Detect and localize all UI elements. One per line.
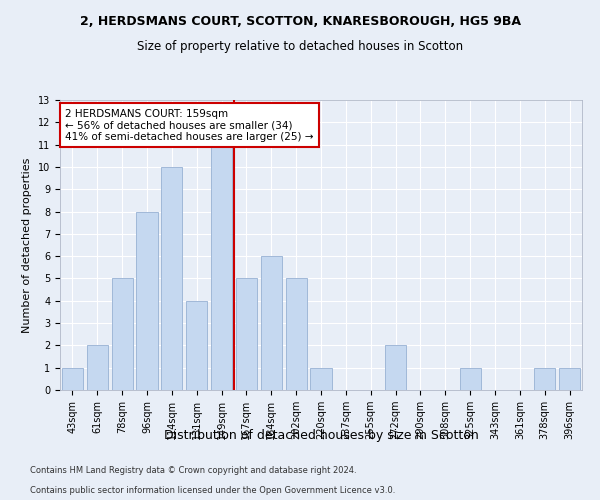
Y-axis label: Number of detached properties: Number of detached properties xyxy=(22,158,32,332)
Text: Distribution of detached houses by size in Scotton: Distribution of detached houses by size … xyxy=(164,428,478,442)
Bar xyxy=(211,144,232,390)
Bar xyxy=(261,256,282,390)
Text: 2 HERDSMANS COURT: 159sqm
← 56% of detached houses are smaller (34)
41% of semi-: 2 HERDSMANS COURT: 159sqm ← 56% of detac… xyxy=(65,108,314,142)
Bar xyxy=(559,368,580,390)
Bar xyxy=(236,278,257,390)
Bar xyxy=(62,368,83,390)
Bar xyxy=(186,301,207,390)
Bar xyxy=(87,346,108,390)
Text: Contains public sector information licensed under the Open Government Licence v3: Contains public sector information licen… xyxy=(30,486,395,495)
Text: 2, HERDSMANS COURT, SCOTTON, KNARESBOROUGH, HG5 9BA: 2, HERDSMANS COURT, SCOTTON, KNARESBOROU… xyxy=(79,15,521,28)
Bar xyxy=(310,368,332,390)
Text: Size of property relative to detached houses in Scotton: Size of property relative to detached ho… xyxy=(137,40,463,53)
Bar xyxy=(161,167,182,390)
Bar xyxy=(534,368,555,390)
Text: Contains HM Land Registry data © Crown copyright and database right 2024.: Contains HM Land Registry data © Crown c… xyxy=(30,466,356,475)
Bar xyxy=(136,212,158,390)
Bar xyxy=(460,368,481,390)
Bar xyxy=(112,278,133,390)
Bar xyxy=(286,278,307,390)
Bar xyxy=(385,346,406,390)
